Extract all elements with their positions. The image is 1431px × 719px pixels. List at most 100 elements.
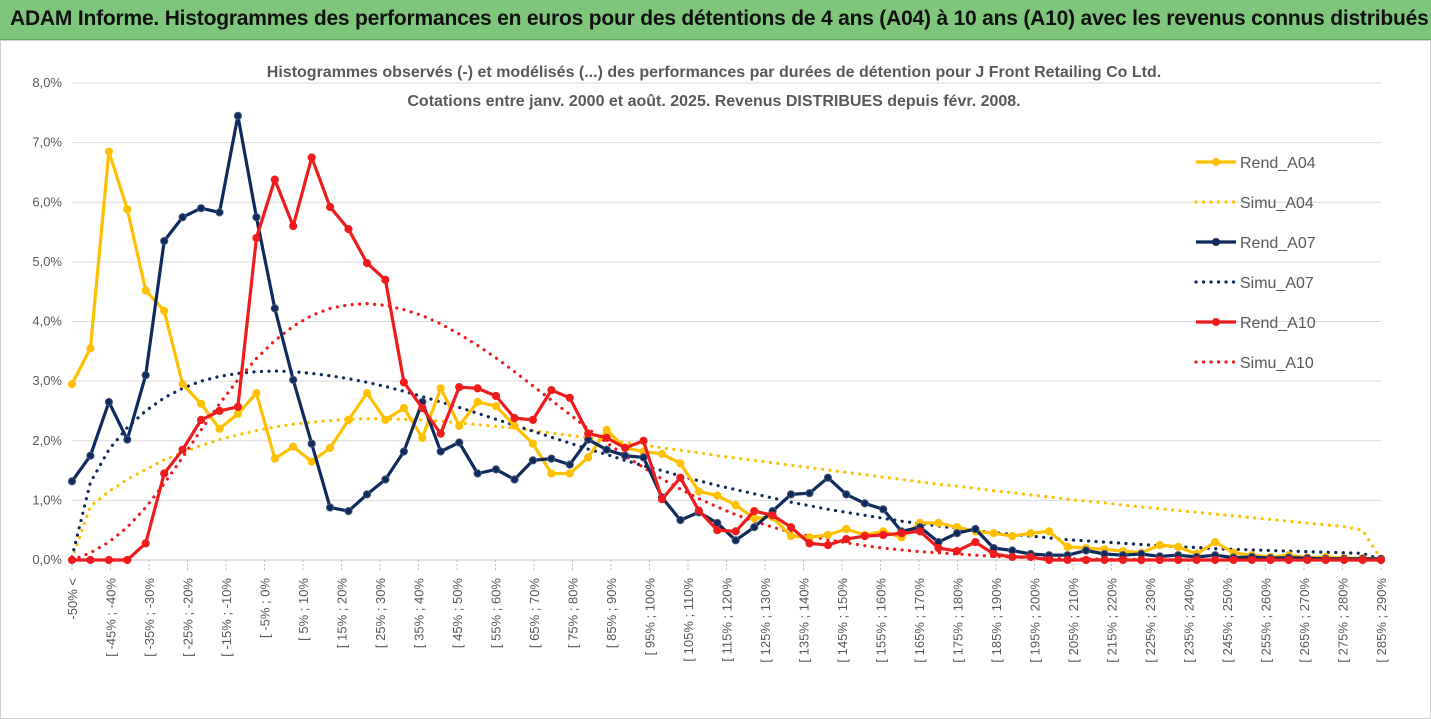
data-point <box>399 403 408 413</box>
data-point <box>270 175 279 184</box>
data-point <box>455 438 464 447</box>
data-point <box>750 507 759 516</box>
legend-marker <box>1212 238 1220 246</box>
data-point <box>805 539 814 548</box>
data-point <box>694 487 703 496</box>
x-tick-label: [ -15% ; -10% <box>219 578 234 657</box>
data-point <box>86 344 95 353</box>
data-point <box>1174 555 1183 565</box>
data-point <box>731 536 740 545</box>
data-point <box>473 397 482 407</box>
data-point <box>1155 555 1164 565</box>
series-rend-a10 <box>67 153 1386 565</box>
data-point <box>805 489 814 498</box>
data-point <box>547 469 556 478</box>
data-point <box>270 304 279 313</box>
x-tick-label: [ -45% ; -40% <box>104 578 119 657</box>
data-point <box>418 403 427 413</box>
data-point <box>1376 555 1386 565</box>
data-point <box>197 399 206 408</box>
x-tick-label: [ 145% ; 150% <box>835 578 850 663</box>
data-point <box>1008 552 1017 562</box>
data-point <box>326 202 335 212</box>
data-point <box>307 439 316 448</box>
data-point <box>750 523 759 532</box>
data-point <box>399 378 408 387</box>
legend-label: Rend_A07 <box>1240 235 1316 252</box>
data-point <box>252 213 261 222</box>
data-point <box>1266 555 1275 565</box>
data-point <box>123 205 132 214</box>
data-point <box>621 443 630 452</box>
legend-label: Rend_A04 <box>1240 155 1316 172</box>
data-point <box>565 460 574 469</box>
data-point <box>270 454 279 463</box>
data-point <box>1026 552 1035 562</box>
series-layer <box>67 111 1386 565</box>
data-point <box>639 436 648 445</box>
data-point <box>418 433 427 442</box>
data-point <box>197 415 206 424</box>
legend-item: Rend_A07 <box>1196 235 1316 252</box>
data-point <box>473 384 482 393</box>
data-point <box>1008 532 1017 541</box>
data-point <box>731 501 740 510</box>
data-point <box>233 111 242 120</box>
data-point <box>547 386 556 395</box>
data-point <box>639 453 648 462</box>
data-point <box>141 286 150 295</box>
data-point <box>602 445 611 454</box>
x-tick-label: [ 45% ; 50% <box>450 578 465 649</box>
data-point <box>1174 542 1183 551</box>
data-point <box>67 555 77 565</box>
series-rend-a07 <box>67 111 1386 563</box>
data-point <box>860 532 869 541</box>
data-point <box>842 535 851 544</box>
data-point <box>197 204 206 213</box>
x-tick-label: [ 255% ; 260% <box>1259 578 1274 663</box>
data-point <box>879 505 888 514</box>
data-point <box>989 549 998 559</box>
data-point <box>436 429 445 438</box>
x-tick-label: [ 35% ; 40% <box>412 578 427 649</box>
data-point <box>399 447 408 456</box>
x-tick-label: [ 195% ; 200% <box>1028 578 1043 663</box>
data-point <box>657 449 667 458</box>
legend-item: Simu_A10 <box>1194 355 1314 372</box>
data-point <box>1100 555 1109 565</box>
data-point <box>215 406 224 415</box>
data-point <box>823 530 833 540</box>
data-point <box>584 453 593 462</box>
data-point <box>1155 541 1164 550</box>
data-point <box>565 469 574 478</box>
data-point <box>362 389 372 398</box>
x-tick-label: [ 115% ; 120% <box>720 578 735 662</box>
data-point <box>897 529 906 538</box>
x-tick-label: [ 25% ; 30% <box>373 578 388 649</box>
x-axis-labels: -50% < [ -45% ; -40% [ -35% ; -30% [ -25% ;… <box>65 578 1389 663</box>
data-point <box>491 465 501 474</box>
data-point <box>252 233 261 243</box>
legend-label: Rend_A10 <box>1240 315 1316 332</box>
data-point <box>178 213 187 222</box>
data-point <box>842 524 851 534</box>
data-point <box>455 421 464 430</box>
data-point <box>547 454 556 463</box>
data-point <box>602 425 611 435</box>
data-point <box>1026 529 1035 538</box>
data-point <box>989 529 998 538</box>
data-point <box>289 442 298 451</box>
y-tick-label: 0,0% <box>32 552 62 567</box>
y-tick-label: 4,0% <box>32 314 62 329</box>
data-point <box>67 477 77 486</box>
x-tick-label: [ 75% ; 80% <box>566 578 581 649</box>
chart-title: Histogrammes observés (-) et modélisés (… <box>267 64 1161 81</box>
data-point <box>1321 555 1330 565</box>
data-point <box>584 429 593 438</box>
data-point <box>823 541 833 550</box>
data-point <box>233 409 242 418</box>
data-point <box>768 511 777 520</box>
report-banner: ADAM Informe. Histogrammes des performan… <box>0 0 1431 40</box>
data-point <box>713 526 722 535</box>
y-tick-label: 7,0% <box>32 135 62 150</box>
